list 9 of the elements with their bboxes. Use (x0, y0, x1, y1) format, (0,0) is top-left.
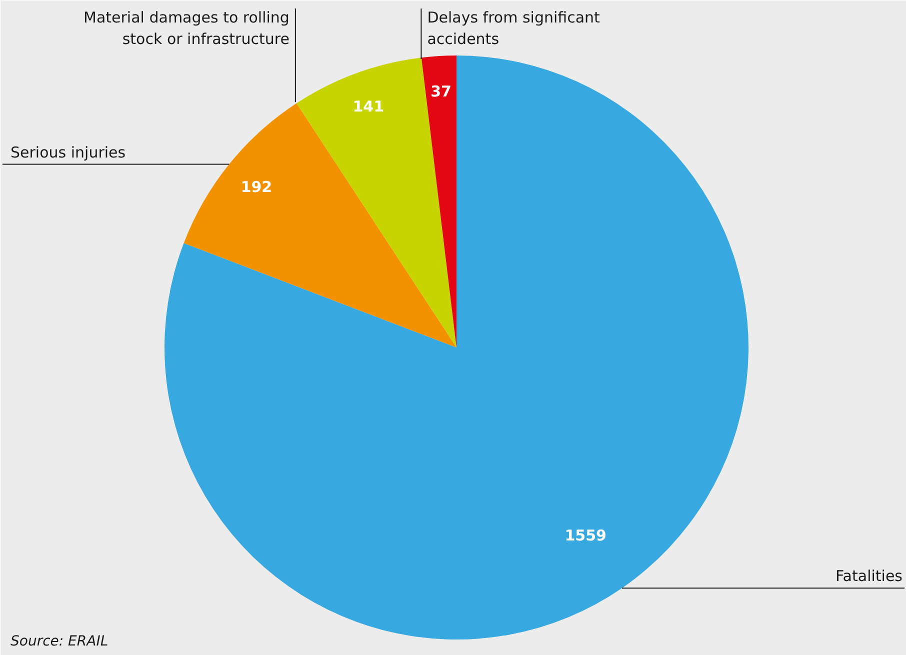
slice-label: Delays from significant accidents (427, 8, 600, 48)
data-label: 192 (240, 178, 272, 196)
data-label: 1559 (564, 526, 606, 545)
slice-label: Material damages to rolling stock or infrastructure (84, 8, 290, 48)
source-note: Source: ERAIL (10, 634, 108, 650)
slice-label: Fatalities (836, 567, 903, 586)
data-label: 37 (430, 82, 452, 101)
data-label: 141 (352, 98, 384, 116)
slice-label: Serious injuries (10, 143, 126, 162)
